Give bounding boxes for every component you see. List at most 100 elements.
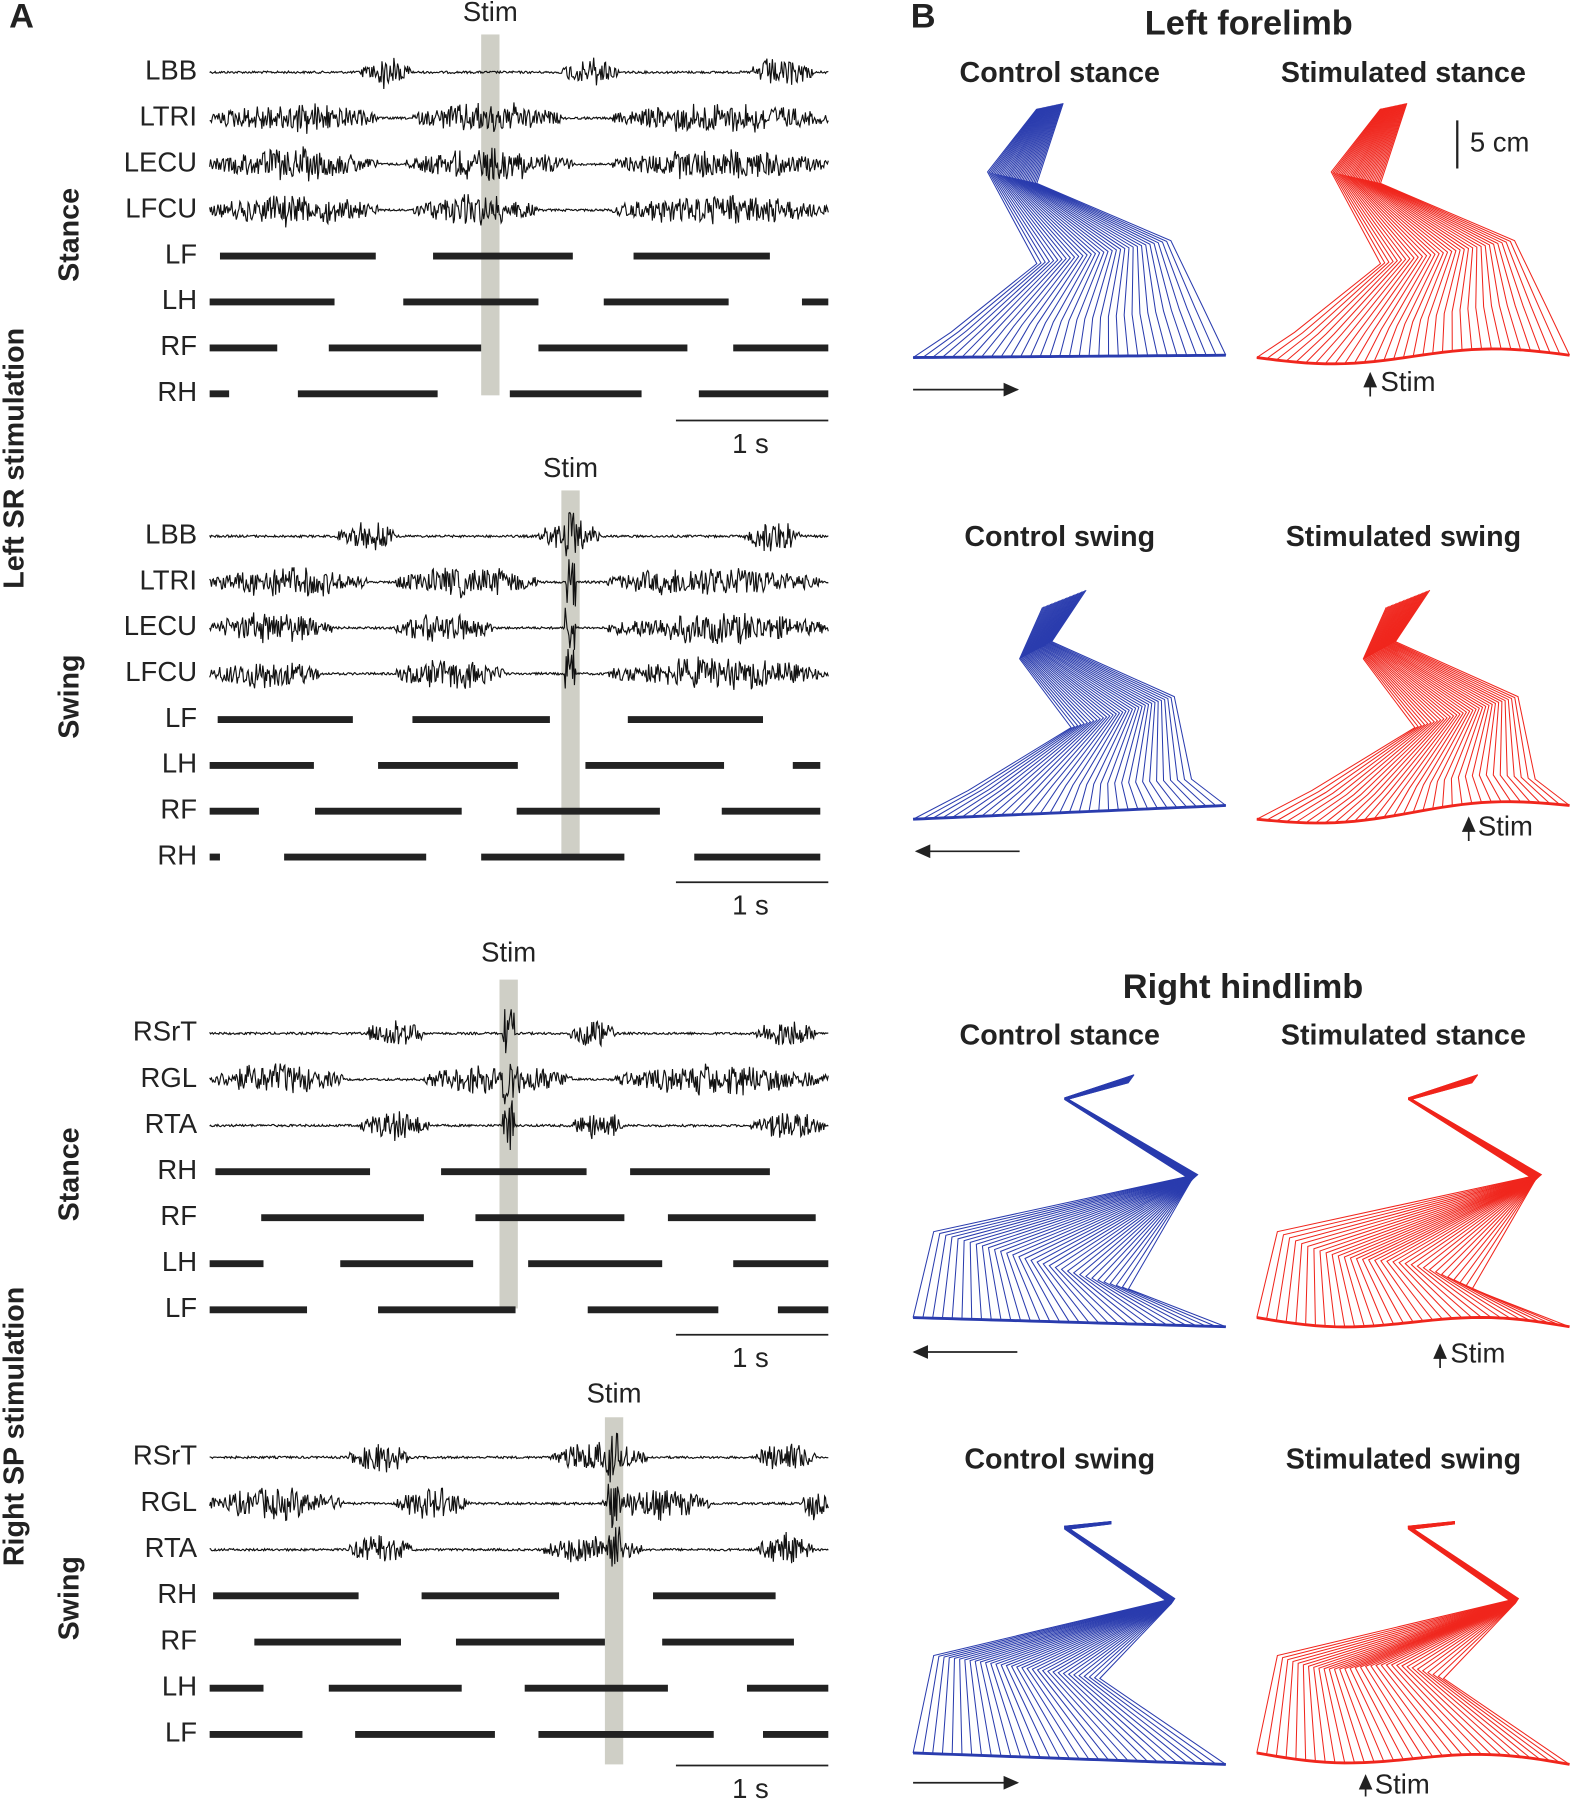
stick-frame (1378, 103, 1561, 355)
emg-trace (209, 1483, 829, 1529)
channel-label: LH (162, 284, 197, 315)
stick-frame (1392, 590, 1551, 805)
stick-frame (1358, 105, 1457, 354)
stick-frame (1042, 594, 1150, 810)
panel-label: A (9, 0, 34, 35)
emg-trace (209, 1063, 829, 1105)
stick-frame (1407, 1523, 1570, 1765)
stick-frame (1379, 103, 1571, 356)
stim-label: Stim (481, 937, 536, 968)
stick-frame (1391, 591, 1541, 804)
stick-frame (1047, 591, 1197, 808)
stick-frame (1285, 605, 1426, 823)
stick-frame (990, 107, 1071, 358)
stick-frame (932, 108, 1046, 358)
channel-label: LTRI (140, 564, 198, 595)
stick-frame (1295, 107, 1398, 363)
stick-frame (1020, 601, 1108, 815)
stick-frame (971, 603, 1092, 818)
stick-frame (1060, 1079, 1195, 1324)
stick-frame (981, 603, 1095, 817)
stick-frame (1334, 107, 1415, 365)
stick-frame (971, 107, 1063, 358)
channel-label: RF (160, 1624, 197, 1655)
stick-frame (1376, 599, 1461, 817)
stick-frame (1048, 590, 1207, 807)
stick-frame (1344, 107, 1419, 364)
stim-note: Stim (1381, 366, 1436, 397)
stim-window (561, 490, 580, 854)
stick-frame (1305, 107, 1403, 364)
channel-label: LH (162, 748, 197, 779)
stick-frame (1064, 1082, 1227, 1328)
stick-frame (1002, 106, 1080, 358)
condition-label: Control swing (964, 1443, 1155, 1475)
stick-frame (1373, 600, 1455, 820)
stick-frame (1376, 103, 1551, 353)
stick-frame (1375, 600, 1458, 818)
phase-label: Swing (54, 1556, 86, 1640)
channel-label: RF (160, 1200, 197, 1231)
stick-frame (1383, 595, 1484, 805)
stick-frame (1035, 597, 1127, 813)
stick-frame (1017, 105, 1122, 357)
channel-label: LFCU (125, 192, 197, 223)
stim-window (499, 979, 518, 1309)
toe-path (913, 1751, 1226, 1766)
stick-frame (1347, 106, 1428, 363)
stick-frame (1064, 1523, 1227, 1765)
stick-frame (1295, 604, 1429, 823)
emg-trace (209, 1100, 829, 1150)
stick-frame (1315, 107, 1407, 364)
toe-path (1256, 1316, 1570, 1329)
stick-frame (1276, 605, 1423, 822)
channel-label: RH (157, 1578, 197, 1609)
stick-frame (1315, 603, 1435, 824)
channel-label: RH (157, 839, 197, 870)
stick-frame (1349, 106, 1432, 362)
stick-frame (1385, 594, 1490, 803)
stick-frame (1334, 602, 1442, 824)
stick-frame (1372, 103, 1522, 351)
emg-trace (209, 146, 829, 182)
stick-frame (1044, 593, 1168, 809)
stick-frame (951, 107, 1055, 358)
stick-frame (1045, 592, 1178, 808)
channel-label: LH (162, 1246, 197, 1277)
stick-frame (1034, 103, 1217, 356)
toe-path (1256, 347, 1570, 366)
stick-frame (961, 107, 1059, 358)
condition-label: Control stance (960, 57, 1160, 89)
stick-frame (912, 108, 1038, 358)
channel-label: RF (160, 330, 197, 361)
channel-label: LF (165, 238, 197, 269)
stick-frame (990, 602, 1098, 817)
stick-frame (1019, 104, 1126, 357)
phase-label: Stance (54, 188, 86, 282)
stick-frame (1345, 106, 1424, 364)
stick-frame (1040, 595, 1143, 810)
stim-label: Stim (463, 0, 518, 27)
condition-label: Control stance (960, 1019, 1160, 1051)
stick-frame (1363, 601, 1452, 821)
stick-frame (1011, 105, 1105, 357)
stick-frame (1388, 593, 1512, 802)
stick-frame (1256, 108, 1382, 358)
stim-note: Stim (1375, 1768, 1430, 1799)
stick-frame (1380, 597, 1474, 809)
stick-frame (1005, 106, 1088, 357)
section-title: Left SR stimulation (0, 328, 31, 589)
condition-label: Stimulated swing (1286, 1443, 1521, 1475)
stick-frame (1377, 598, 1464, 815)
stick-frame (1020, 104, 1130, 357)
toe-path (1256, 1751, 1570, 1766)
stick-frame (942, 108, 1051, 358)
stick-frame (1389, 592, 1522, 803)
stick-frame (1033, 598, 1121, 814)
stick-frame (1381, 596, 1477, 808)
stick-frame (1350, 106, 1436, 361)
channel-label: RTA (145, 1532, 198, 1563)
channel-label: RGL (141, 1486, 198, 1517)
